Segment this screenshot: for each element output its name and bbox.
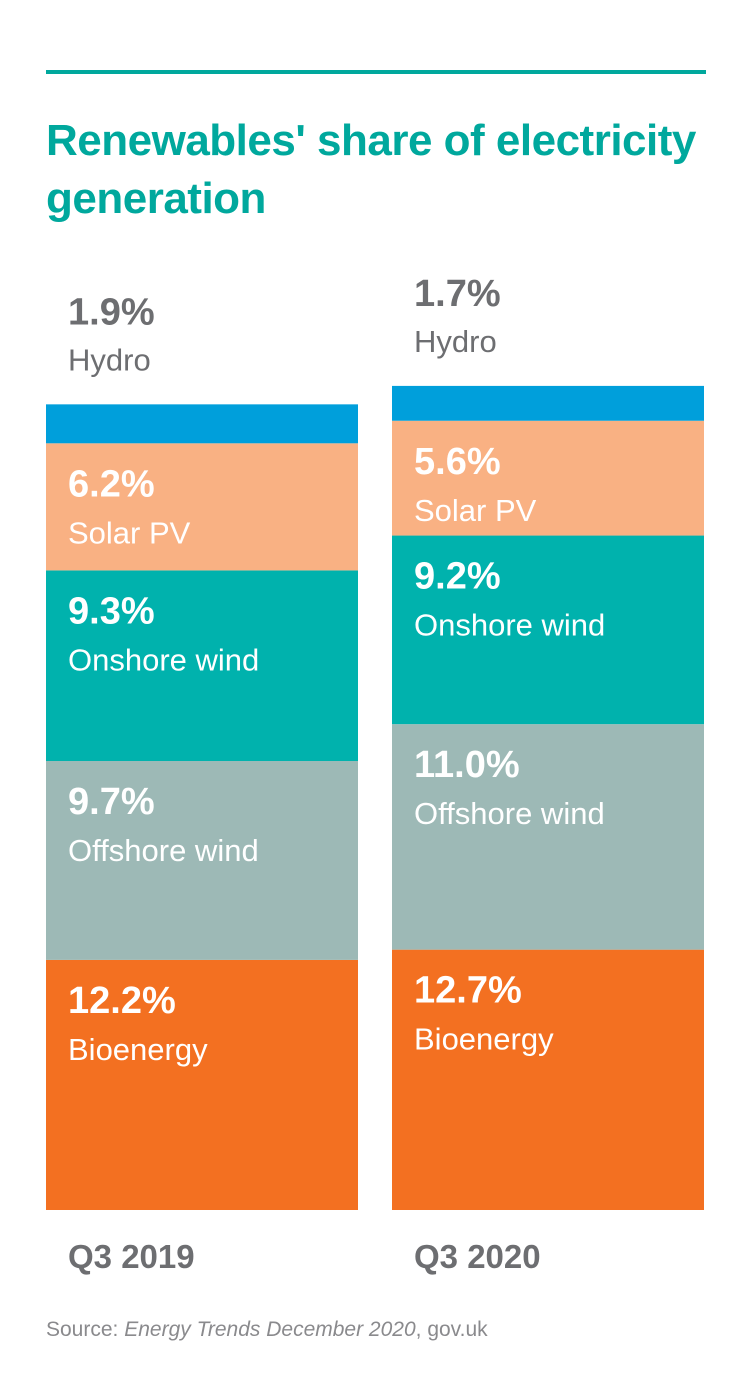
series-label-solar-pv-q3-2019: Solar PV bbox=[68, 515, 191, 550]
series-label-offshore-wind-q3-2020: Offshore wind bbox=[414, 796, 605, 831]
series-label-offshore-wind-q3-2019: Offshore wind bbox=[68, 833, 259, 868]
series-label-solar-pv-q3-2020: Solar PV bbox=[414, 493, 537, 528]
source-prefix: Source: bbox=[46, 1318, 125, 1341]
bar-segment-hydro-q3-2020 bbox=[392, 385, 704, 421]
value-label-offshore-wind-q3-2019: 9.7% bbox=[68, 781, 155, 823]
bar-segment-onshore-wind-q3-2020 bbox=[392, 535, 704, 725]
series-label-bioenergy-q3-2020: Bioenergy bbox=[414, 1022, 554, 1057]
bar-segment-offshore-wind-q3-2020 bbox=[392, 724, 704, 950]
value-label-solar-pv-q3-2020: 5.6% bbox=[414, 441, 501, 483]
value-label-onshore-wind-q3-2020: 9.2% bbox=[414, 556, 501, 598]
value-label-bioenergy-q3-2020: 12.7% bbox=[414, 970, 522, 1012]
source-suffix: , gov.uk bbox=[415, 1318, 488, 1341]
source-publication: Energy Trends December 2020 bbox=[124, 1318, 416, 1341]
bar-segment-solar-pv-q3-2019 bbox=[46, 443, 358, 571]
bar-segment-offshore-wind-q3-2019 bbox=[46, 761, 358, 960]
chart-title: Renewables' share of electricity generat… bbox=[46, 116, 696, 223]
top-rule bbox=[46, 70, 706, 74]
category-label-q3-2020: Q3 2020 bbox=[414, 1238, 541, 1275]
bar-segment-solar-pv-q3-2020 bbox=[392, 420, 704, 536]
value-label-offshore-wind-q3-2020: 11.0% bbox=[414, 744, 520, 786]
series-label-onshore-wind-q3-2020: Onshore wind bbox=[414, 608, 605, 643]
value-label-bioenergy-q3-2019: 12.2% bbox=[68, 980, 176, 1022]
series-label-onshore-wind-q3-2019: Onshore wind bbox=[68, 642, 259, 677]
value-label-solar-pv-q3-2019: 6.2% bbox=[68, 463, 155, 505]
source-note: Source: Energy Trends December 2020, gov… bbox=[46, 1318, 488, 1342]
bar-segment-hydro-q3-2019 bbox=[46, 404, 358, 444]
bar-segment-bioenergy-q3-2020 bbox=[392, 949, 704, 1210]
value-label-hydro-q3-2019: 1.9% bbox=[68, 291, 155, 333]
series-label-hydro-q3-2019: Hydro bbox=[68, 342, 151, 377]
series-label-bioenergy-q3-2019: Bioenergy bbox=[68, 1032, 208, 1067]
category-label-q3-2019: Q3 2019 bbox=[68, 1238, 195, 1275]
series-label-hydro-q3-2020: Hydro bbox=[414, 324, 497, 359]
value-label-hydro-q3-2020: 1.7% bbox=[414, 273, 501, 315]
value-label-onshore-wind-q3-2019: 9.3% bbox=[68, 590, 155, 632]
bar-segment-bioenergy-q3-2019 bbox=[46, 959, 358, 1210]
bar-segment-onshore-wind-q3-2019 bbox=[46, 570, 358, 762]
